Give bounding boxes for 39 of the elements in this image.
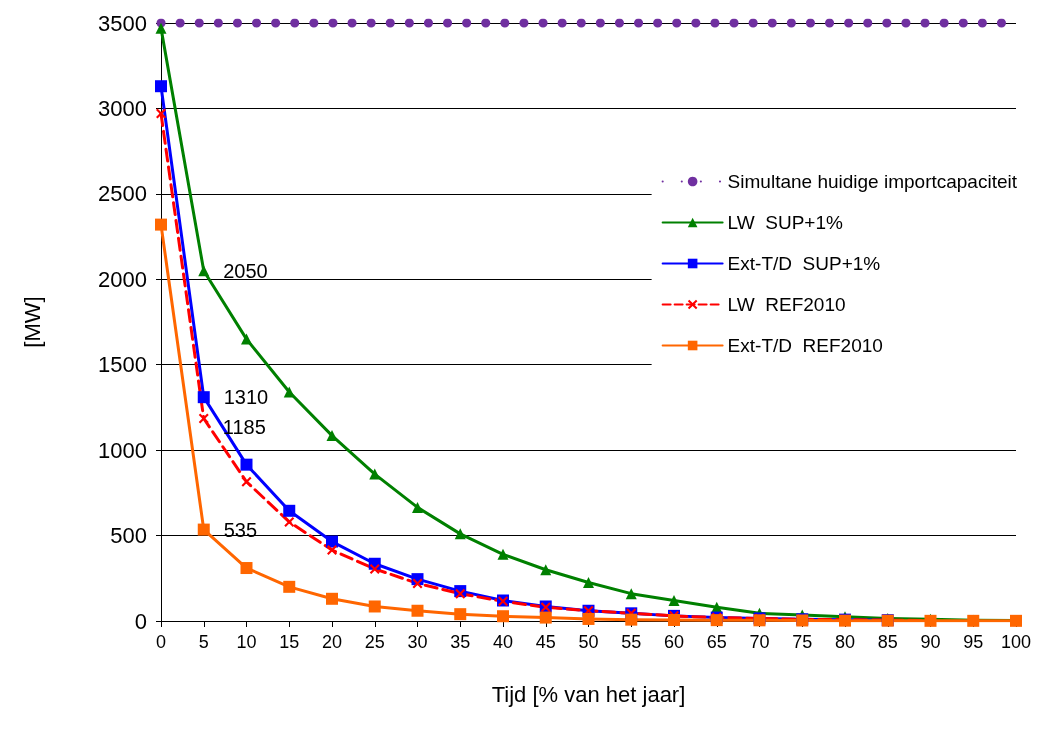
x-tick-label: 55 — [621, 632, 642, 652]
data-label: 1185 — [222, 415, 266, 438]
x-tick-label: 10 — [236, 632, 257, 652]
y-tick-label: 2000 — [98, 266, 147, 292]
data-label: 1310 — [223, 386, 269, 409]
x-tick-label: 80 — [834, 632, 856, 652]
x-axis-title: Tijd [% van het jaar] — [491, 681, 686, 707]
y-axis-title: [MW] — [19, 296, 45, 348]
y-tick-label: 1000 — [98, 437, 147, 463]
x-tick-label: 25 — [364, 632, 385, 652]
x-tick-label: 5 — [198, 632, 209, 652]
x-tick-label: 75 — [792, 632, 813, 652]
x-tick-label: 95 — [963, 632, 984, 652]
legend-label: LW SUP+1% — [727, 212, 843, 233]
y-tick-label: 3000 — [98, 95, 147, 121]
x-tick-label: 90 — [920, 632, 941, 652]
y-tick-label: 1500 — [98, 352, 147, 378]
y-tick-label: 3500 — [98, 10, 147, 36]
x-tick-label: 0 — [155, 632, 167, 652]
x-tick-label: 65 — [706, 632, 727, 652]
x-tick-label: 40 — [492, 632, 514, 652]
x-tick-label: 100 — [1000, 632, 1032, 652]
x-tick-label: 30 — [407, 632, 428, 652]
legend-label: Ext-T/D REF2010 — [727, 335, 883, 356]
x-tick-label: 85 — [877, 632, 898, 652]
y-tick-label: 0 — [134, 608, 147, 634]
y-tick-label: 500 — [110, 523, 147, 549]
x-tick-label: 60 — [663, 632, 685, 652]
x-tick-label: 20 — [321, 632, 343, 652]
x-tick-label: 15 — [279, 632, 300, 652]
y-tick-label: 2500 — [98, 181, 147, 207]
x-tick-label: 45 — [535, 632, 556, 652]
legend-label: LW REF2010 — [727, 294, 846, 315]
x-tick-label: 35 — [450, 632, 471, 652]
data-label: 2050 — [223, 259, 268, 282]
legend-label: Simultane huidige importcapaciteit — [727, 171, 1018, 192]
x-tick-label: 70 — [749, 632, 770, 652]
x-tick-label: 50 — [578, 632, 599, 652]
legend-label: Ext-T/D SUP+1% — [727, 253, 881, 274]
